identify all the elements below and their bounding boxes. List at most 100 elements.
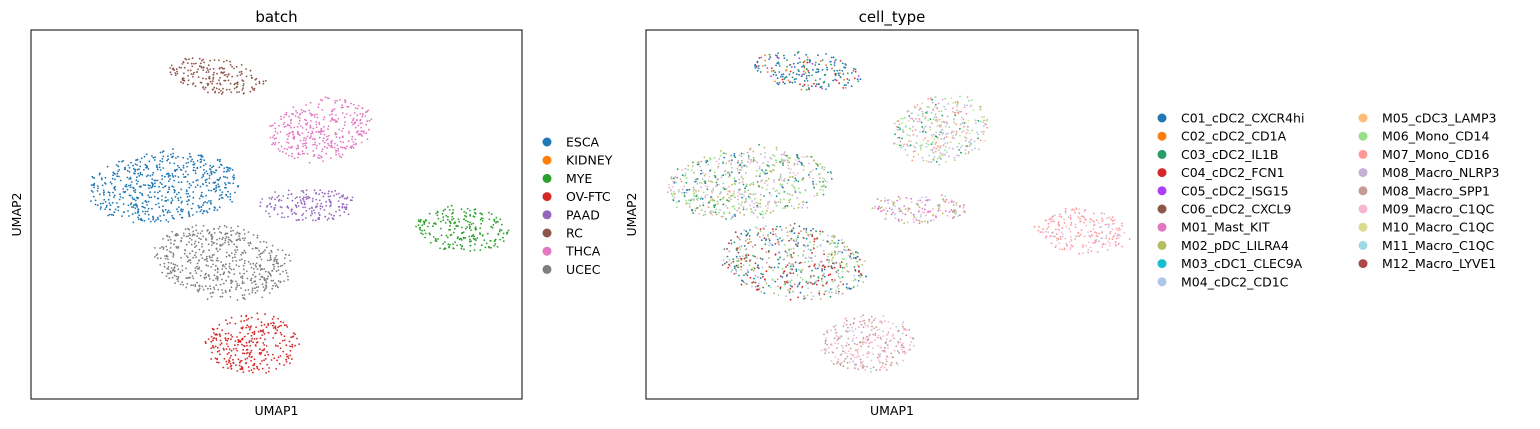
- point: [257, 330, 260, 333]
- point: [853, 334, 855, 337]
- point: [285, 358, 287, 361]
- point: [796, 155, 799, 158]
- point: [190, 284, 193, 287]
- point: [1078, 235, 1080, 238]
- point: [832, 56, 835, 59]
- legend-marker: [1157, 240, 1167, 250]
- point: [194, 186, 197, 189]
- point: [256, 236, 259, 239]
- point: [442, 209, 445, 212]
- point: [901, 323, 904, 326]
- point: [762, 162, 764, 165]
- point: [213, 332, 215, 334]
- point: [764, 64, 767, 67]
- point: [321, 130, 324, 133]
- point: [928, 106, 930, 109]
- point: [240, 287, 242, 289]
- point: [178, 206, 180, 209]
- point: [803, 297, 805, 300]
- point: [741, 193, 744, 196]
- point: [788, 249, 791, 252]
- point: [831, 235, 833, 238]
- point: [218, 206, 221, 209]
- point: [202, 86, 204, 89]
- point: [499, 218, 502, 221]
- point: [780, 153, 783, 156]
- point: [773, 266, 776, 269]
- point: [934, 135, 937, 138]
- point: [222, 175, 225, 178]
- point: [212, 228, 215, 230]
- point: [456, 244, 458, 247]
- point: [693, 171, 695, 174]
- cluster-A: [90, 148, 240, 224]
- point: [317, 156, 319, 159]
- point: [839, 362, 842, 365]
- point: [448, 245, 450, 248]
- point: [833, 250, 836, 253]
- point: [240, 320, 243, 323]
- point: [959, 95, 961, 98]
- point: [263, 359, 265, 362]
- point: [295, 206, 298, 209]
- point: [852, 279, 855, 282]
- point: [798, 225, 801, 228]
- point: [176, 264, 179, 267]
- point: [148, 187, 150, 190]
- point: [336, 144, 339, 147]
- point: [965, 112, 968, 115]
- point: [189, 237, 191, 240]
- point: [432, 225, 434, 228]
- point: [713, 206, 716, 209]
- point: [923, 127, 925, 130]
- point: [220, 244, 223, 247]
- point: [112, 174, 114, 177]
- point: [137, 210, 139, 213]
- point: [137, 208, 140, 211]
- point: [192, 196, 195, 199]
- point: [886, 344, 889, 346]
- point: [898, 352, 900, 354]
- point: [802, 177, 805, 180]
- point: [113, 194, 116, 197]
- point: [816, 68, 818, 71]
- point: [774, 190, 777, 192]
- point: [128, 166, 131, 169]
- point: [222, 243, 224, 245]
- point: [174, 72, 177, 74]
- point: [1093, 221, 1096, 224]
- point: [1069, 214, 1072, 217]
- point: [200, 81, 203, 84]
- point: [941, 194, 943, 197]
- point: [970, 104, 973, 106]
- legend-item: C04_cDC2_FCN1: [1157, 165, 1285, 180]
- point: [236, 91, 238, 94]
- point: [206, 184, 208, 187]
- point: [307, 197, 309, 200]
- point: [812, 228, 814, 230]
- point: [860, 362, 863, 364]
- point: [1071, 245, 1074, 248]
- point: [281, 340, 284, 342]
- point: [891, 335, 894, 337]
- point: [286, 355, 288, 358]
- point: [767, 207, 769, 209]
- point: [913, 221, 915, 224]
- point: [147, 207, 150, 210]
- point: [123, 211, 125, 214]
- point: [440, 220, 442, 223]
- point: [212, 346, 215, 349]
- point: [685, 202, 687, 205]
- point: [823, 178, 826, 181]
- point: [305, 146, 308, 149]
- point: [283, 147, 286, 150]
- point: [808, 59, 811, 61]
- point: [745, 230, 748, 233]
- point: [146, 204, 148, 206]
- point: [847, 248, 850, 251]
- point: [285, 125, 287, 128]
- point: [424, 236, 426, 239]
- point: [885, 338, 888, 341]
- point: [274, 256, 277, 259]
- point: [292, 106, 295, 109]
